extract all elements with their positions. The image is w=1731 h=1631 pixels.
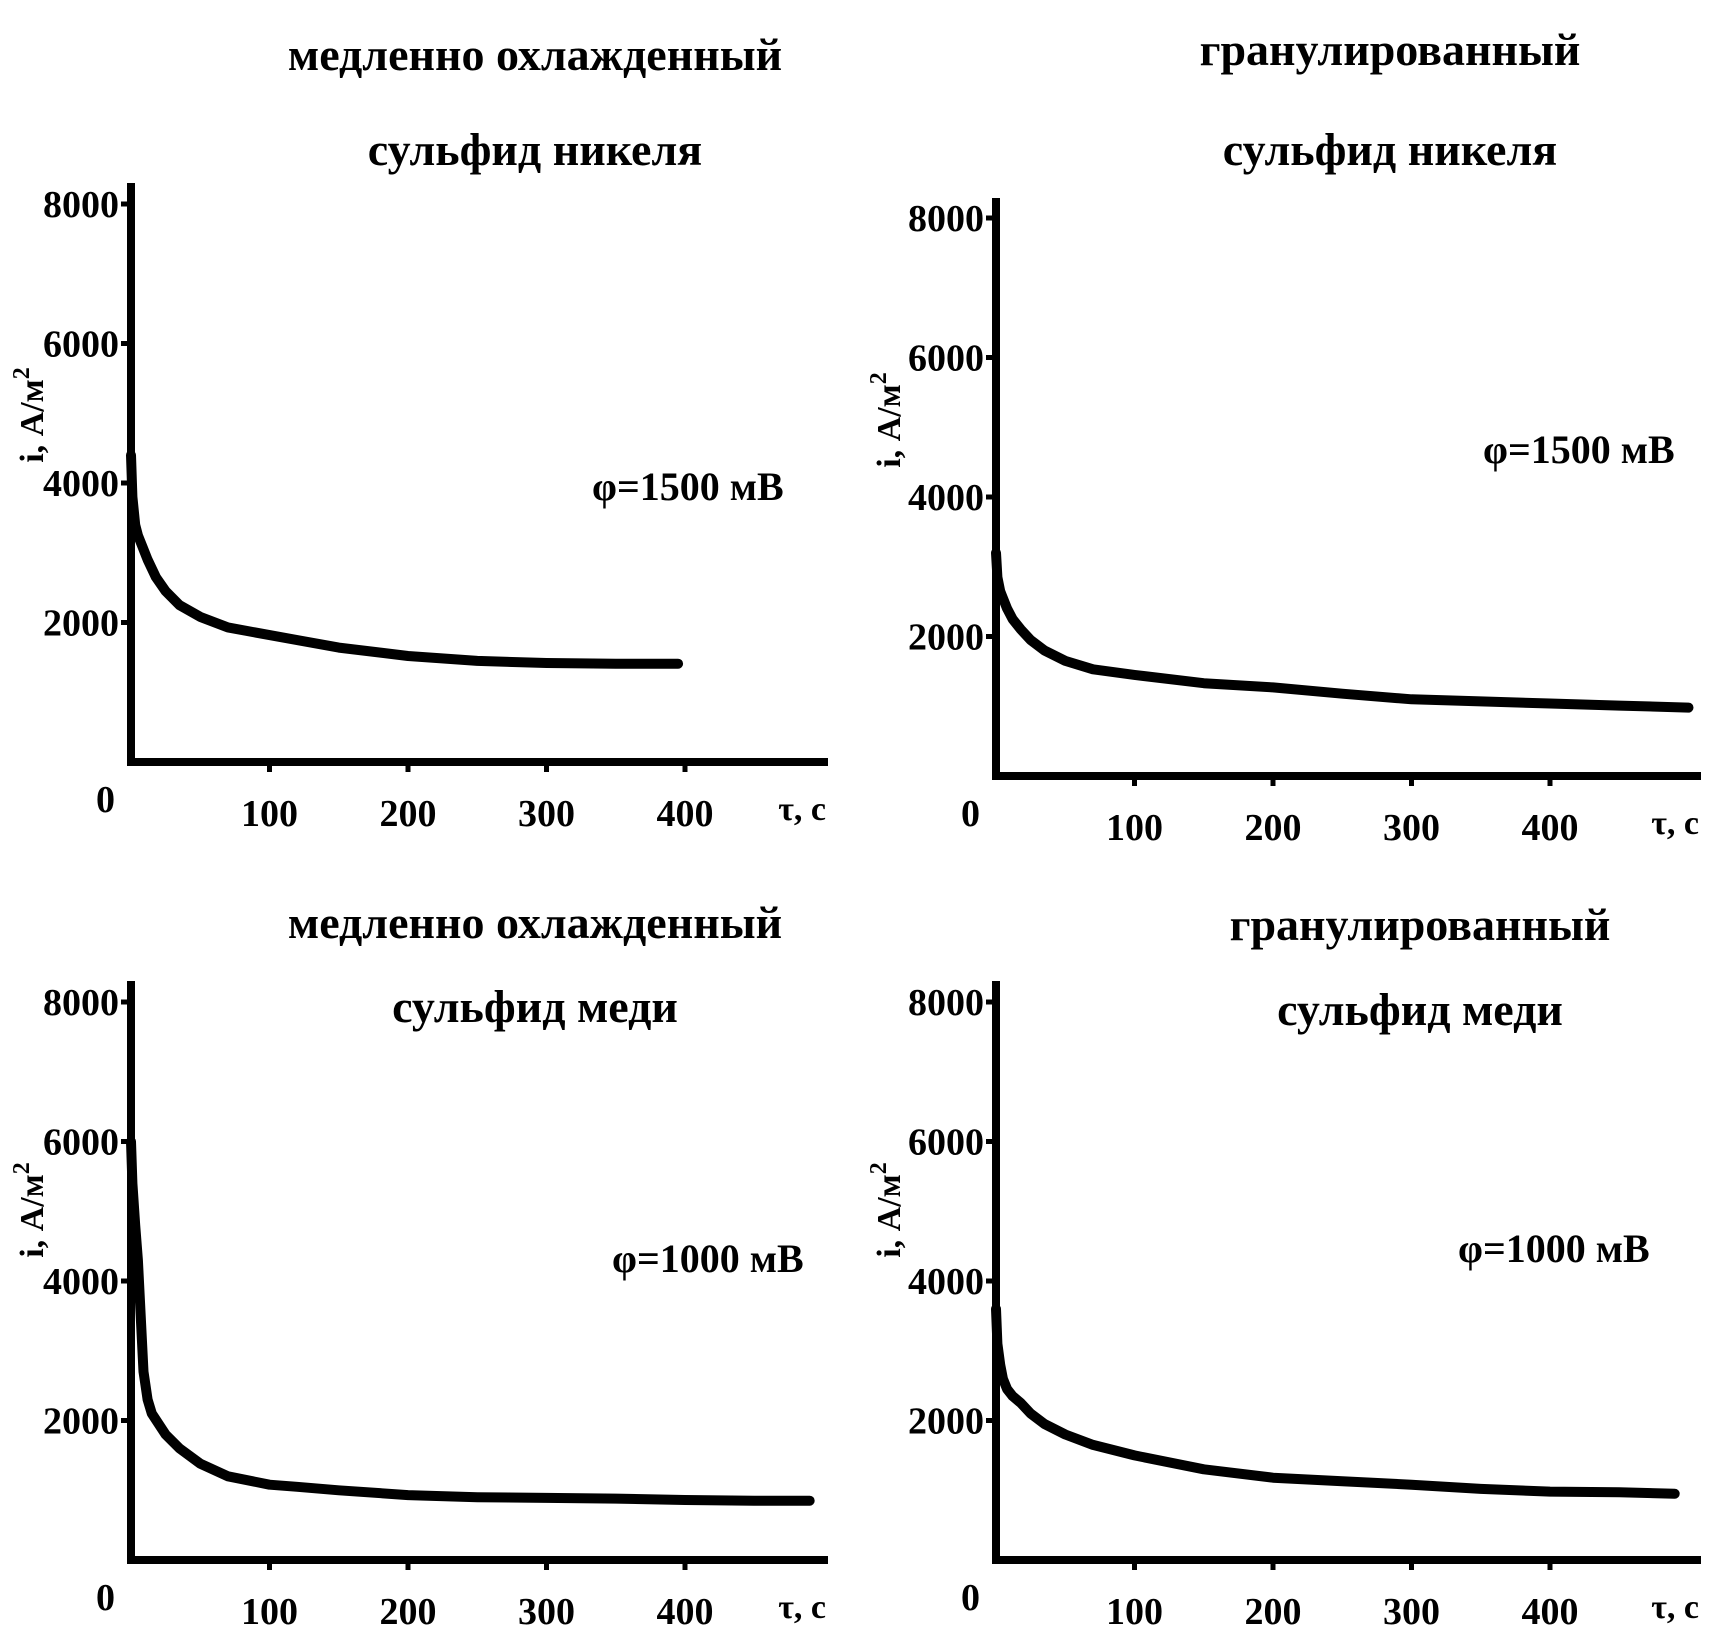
x-tick-label-200: 200	[380, 793, 437, 835]
y-axis-label-superscript: 2	[9, 367, 35, 379]
y-axis-label: i, А/м2	[866, 372, 908, 468]
y-axis-label: i, А/м2	[9, 1162, 51, 1258]
y-axis-label-text: i, А/м	[14, 379, 51, 463]
chart-title-line-2: сульфид меди	[392, 981, 678, 1032]
x-tick-label-100: 100	[241, 1591, 298, 1631]
x-tick-label-200: 200	[380, 1591, 437, 1631]
x-tick-label-400: 400	[1522, 807, 1579, 849]
chart-title-line-1: медленно охлажденный	[288, 29, 782, 80]
x-tick-label-400: 400	[657, 1591, 714, 1631]
x-tick-label-300: 300	[1383, 1591, 1440, 1631]
x-tick-label-100: 100	[241, 793, 298, 835]
x-tick-label-400: 400	[1522, 1591, 1579, 1631]
y-axis-label: i, А/м2	[9, 367, 51, 463]
y-axis-label-text: i, А/м	[871, 384, 908, 468]
x-tick-label-300: 300	[1383, 807, 1440, 849]
potential-annotation: φ=1500 мВ	[1483, 427, 1675, 472]
x-origin-label: 0	[96, 779, 115, 821]
x-tick-label-100: 100	[1106, 1591, 1163, 1631]
y-tick-label-8000: 8000	[908, 198, 984, 240]
x-origin-label: 0	[961, 1577, 980, 1619]
potential-annotation: φ=1000 мВ	[1458, 1226, 1650, 1271]
chart-title-line-1: гранулированный	[1230, 899, 1611, 950]
x-axis-label: τ, с	[1651, 805, 1699, 842]
series-line-1	[991, 547, 1694, 713]
chart-title-line-2: сульфид меди	[1277, 984, 1563, 1035]
y-tick-label-4000: 4000	[908, 477, 984, 519]
series-line-1	[991, 1303, 1680, 1499]
y-tick-label-8000: 8000	[43, 184, 119, 226]
y-tick-label-4000: 4000	[908, 1261, 984, 1303]
x-axis-label: τ, с	[778, 1589, 826, 1626]
y-axis-label-superscript: 2	[9, 1162, 35, 1174]
x-axis-label: τ, с	[778, 791, 826, 828]
x-tick-label-200: 200	[1245, 807, 1302, 849]
y-tick-label-6000: 6000	[43, 324, 119, 366]
x-tick-label-200: 200	[1245, 1591, 1302, 1631]
chart-title-line-1: медленно охлажденный	[288, 897, 782, 948]
y-axis-label: i, А/м2	[866, 1162, 908, 1258]
y-tick-label-2000: 2000	[43, 1401, 119, 1443]
x-tick-label-100: 100	[1106, 807, 1163, 849]
y-tick-label-2000: 2000	[43, 603, 119, 645]
x-tick-label-300: 300	[518, 793, 575, 835]
y-tick-label-2000: 2000	[908, 617, 984, 659]
x-axis-label: τ, с	[1651, 1589, 1699, 1626]
y-axis-label-text: i, А/м	[871, 1174, 908, 1258]
series-line-1	[126, 450, 684, 669]
y-tick-label-8000: 8000	[908, 982, 984, 1024]
x-origin-label: 0	[96, 1577, 115, 1619]
series-line-1	[126, 1136, 815, 1506]
y-tick-label-8000: 8000	[43, 982, 119, 1024]
y-axis-label-text: i, А/м	[14, 1174, 51, 1258]
y-tick-label-6000: 6000	[908, 338, 984, 380]
x-origin-label: 0	[961, 793, 980, 835]
chart-title-line-1: гранулированный	[1200, 24, 1581, 75]
y-tick-label-6000: 6000	[43, 1122, 119, 1164]
x-tick-label-400: 400	[657, 793, 714, 835]
y-tick-label-2000: 2000	[908, 1401, 984, 1443]
y-tick-label-6000: 6000	[908, 1122, 984, 1164]
chart-title-line-2: сульфид никеля	[368, 124, 702, 175]
y-axis-label-superscript: 2	[866, 1162, 892, 1174]
x-tick-label-300: 300	[518, 1591, 575, 1631]
y-axis-label-superscript: 2	[866, 372, 892, 384]
potential-annotation: φ=1000 мВ	[612, 1236, 804, 1281]
y-tick-label-4000: 4000	[43, 463, 119, 505]
y-tick-label-4000: 4000	[43, 1261, 119, 1303]
potential-annotation: φ=1500 мВ	[592, 464, 784, 509]
chart-title-line-2: сульфид никеля	[1223, 124, 1557, 175]
